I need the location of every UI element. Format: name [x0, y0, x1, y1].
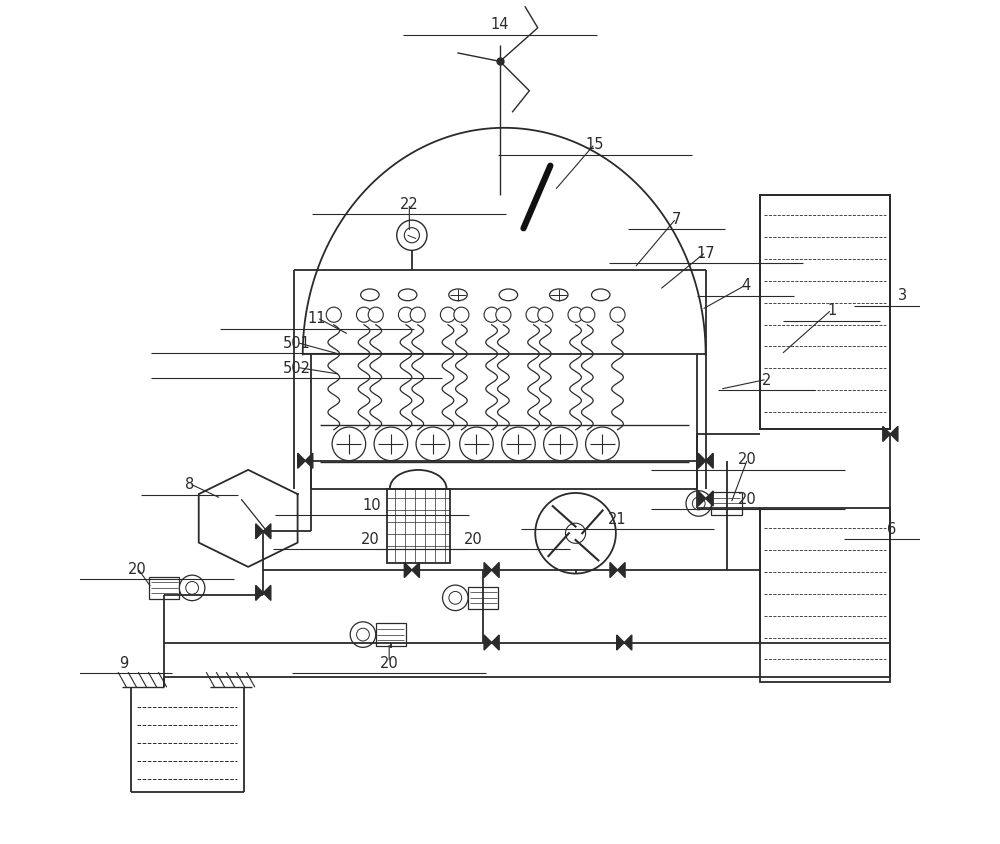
Circle shape: [586, 428, 619, 461]
Bar: [149, 577, 179, 599]
Circle shape: [692, 497, 705, 511]
Circle shape: [368, 308, 383, 323]
Polygon shape: [698, 491, 706, 506]
Bar: [387, 489, 450, 564]
Text: 20: 20: [464, 531, 483, 546]
Circle shape: [404, 229, 419, 244]
Polygon shape: [624, 636, 632, 651]
Text: 2: 2: [762, 372, 772, 387]
Polygon shape: [305, 453, 313, 468]
Circle shape: [460, 428, 493, 461]
Bar: [376, 624, 406, 646]
Bar: [468, 587, 498, 609]
Text: 11: 11: [308, 311, 326, 326]
Circle shape: [502, 428, 535, 461]
Circle shape: [186, 582, 199, 594]
Circle shape: [496, 308, 511, 323]
Text: 20: 20: [361, 531, 379, 546]
Circle shape: [350, 622, 376, 647]
Text: 20: 20: [738, 491, 757, 506]
Text: 6: 6: [887, 522, 897, 536]
Text: 4: 4: [741, 278, 751, 293]
Text: 15: 15: [586, 138, 604, 152]
Circle shape: [565, 523, 586, 544]
Text: 3: 3: [898, 288, 907, 303]
Polygon shape: [256, 586, 263, 601]
Polygon shape: [492, 563, 499, 578]
Polygon shape: [610, 563, 618, 578]
Polygon shape: [484, 636, 492, 651]
Polygon shape: [618, 563, 625, 578]
Text: 9: 9: [119, 655, 129, 670]
Circle shape: [686, 491, 711, 517]
Circle shape: [580, 308, 595, 323]
Circle shape: [374, 428, 408, 461]
Circle shape: [357, 629, 369, 641]
Polygon shape: [617, 636, 624, 651]
Text: 7: 7: [672, 212, 681, 226]
Circle shape: [397, 221, 427, 251]
Polygon shape: [256, 524, 263, 539]
Circle shape: [443, 586, 468, 611]
Circle shape: [610, 308, 625, 323]
Text: 10: 10: [362, 497, 381, 512]
Polygon shape: [706, 491, 713, 506]
Polygon shape: [492, 636, 499, 651]
Circle shape: [179, 576, 205, 601]
Polygon shape: [484, 563, 492, 578]
Polygon shape: [883, 427, 890, 442]
Circle shape: [544, 428, 577, 461]
Circle shape: [326, 308, 341, 323]
Text: 1: 1: [827, 303, 836, 318]
Polygon shape: [263, 524, 271, 539]
Polygon shape: [298, 453, 305, 468]
Text: 502: 502: [283, 360, 311, 376]
Text: 501: 501: [283, 336, 311, 350]
Text: 22: 22: [400, 197, 419, 212]
Bar: [760, 509, 890, 683]
Circle shape: [535, 494, 616, 574]
Circle shape: [440, 308, 456, 323]
Text: 21: 21: [608, 511, 627, 527]
Text: 20: 20: [128, 561, 147, 576]
Polygon shape: [263, 586, 271, 601]
Text: 8: 8: [185, 477, 194, 491]
Circle shape: [568, 308, 583, 323]
Text: 17: 17: [696, 246, 715, 260]
Circle shape: [526, 308, 541, 323]
Circle shape: [410, 308, 425, 323]
Circle shape: [416, 428, 450, 461]
Bar: [760, 197, 890, 430]
Text: 20: 20: [738, 452, 757, 467]
Polygon shape: [412, 563, 419, 578]
Circle shape: [356, 308, 372, 323]
Bar: [760, 197, 890, 430]
Text: 14: 14: [491, 17, 509, 32]
Polygon shape: [404, 563, 412, 578]
Text: 20: 20: [380, 655, 399, 670]
Bar: [711, 493, 742, 515]
Polygon shape: [698, 453, 706, 468]
Circle shape: [538, 308, 553, 323]
Circle shape: [484, 308, 499, 323]
Polygon shape: [706, 453, 713, 468]
Circle shape: [449, 592, 462, 604]
Circle shape: [332, 428, 366, 461]
Circle shape: [454, 308, 469, 323]
Polygon shape: [890, 427, 898, 442]
Circle shape: [398, 308, 414, 323]
